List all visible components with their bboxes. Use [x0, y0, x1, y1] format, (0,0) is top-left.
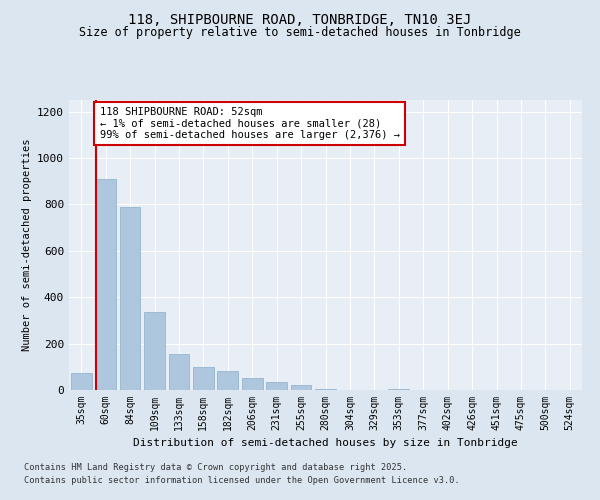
Bar	[388, 389, 409, 390]
Text: 118, SHIPBOURNE ROAD, TONBRIDGE, TN10 3EJ: 118, SHIPBOURNE ROAD, TONBRIDGE, TN10 3E…	[128, 12, 472, 26]
Text: 118 SHIPBOURNE ROAD: 52sqm
← 1% of semi-detached houses are smaller (28)
99% of : 118 SHIPBOURNE ROAD: 52sqm ← 1% of semi-…	[100, 107, 400, 140]
Bar	[242, 378, 263, 390]
Y-axis label: Number of semi-detached properties: Number of semi-detached properties	[22, 138, 32, 352]
Bar	[169, 354, 190, 390]
Bar	[119, 206, 140, 390]
Bar	[315, 389, 336, 390]
Bar	[290, 386, 311, 390]
Text: Size of property relative to semi-detached houses in Tonbridge: Size of property relative to semi-detach…	[79, 26, 521, 39]
Bar	[95, 179, 116, 390]
Text: Contains HM Land Registry data © Crown copyright and database right 2025.: Contains HM Land Registry data © Crown c…	[24, 462, 407, 471]
Bar	[71, 372, 92, 390]
X-axis label: Distribution of semi-detached houses by size in Tonbridge: Distribution of semi-detached houses by …	[133, 438, 518, 448]
Bar	[217, 372, 238, 390]
Text: Contains public sector information licensed under the Open Government Licence v3: Contains public sector information licen…	[24, 476, 460, 485]
Bar	[144, 312, 165, 390]
Bar	[193, 367, 214, 390]
Bar	[266, 382, 287, 390]
